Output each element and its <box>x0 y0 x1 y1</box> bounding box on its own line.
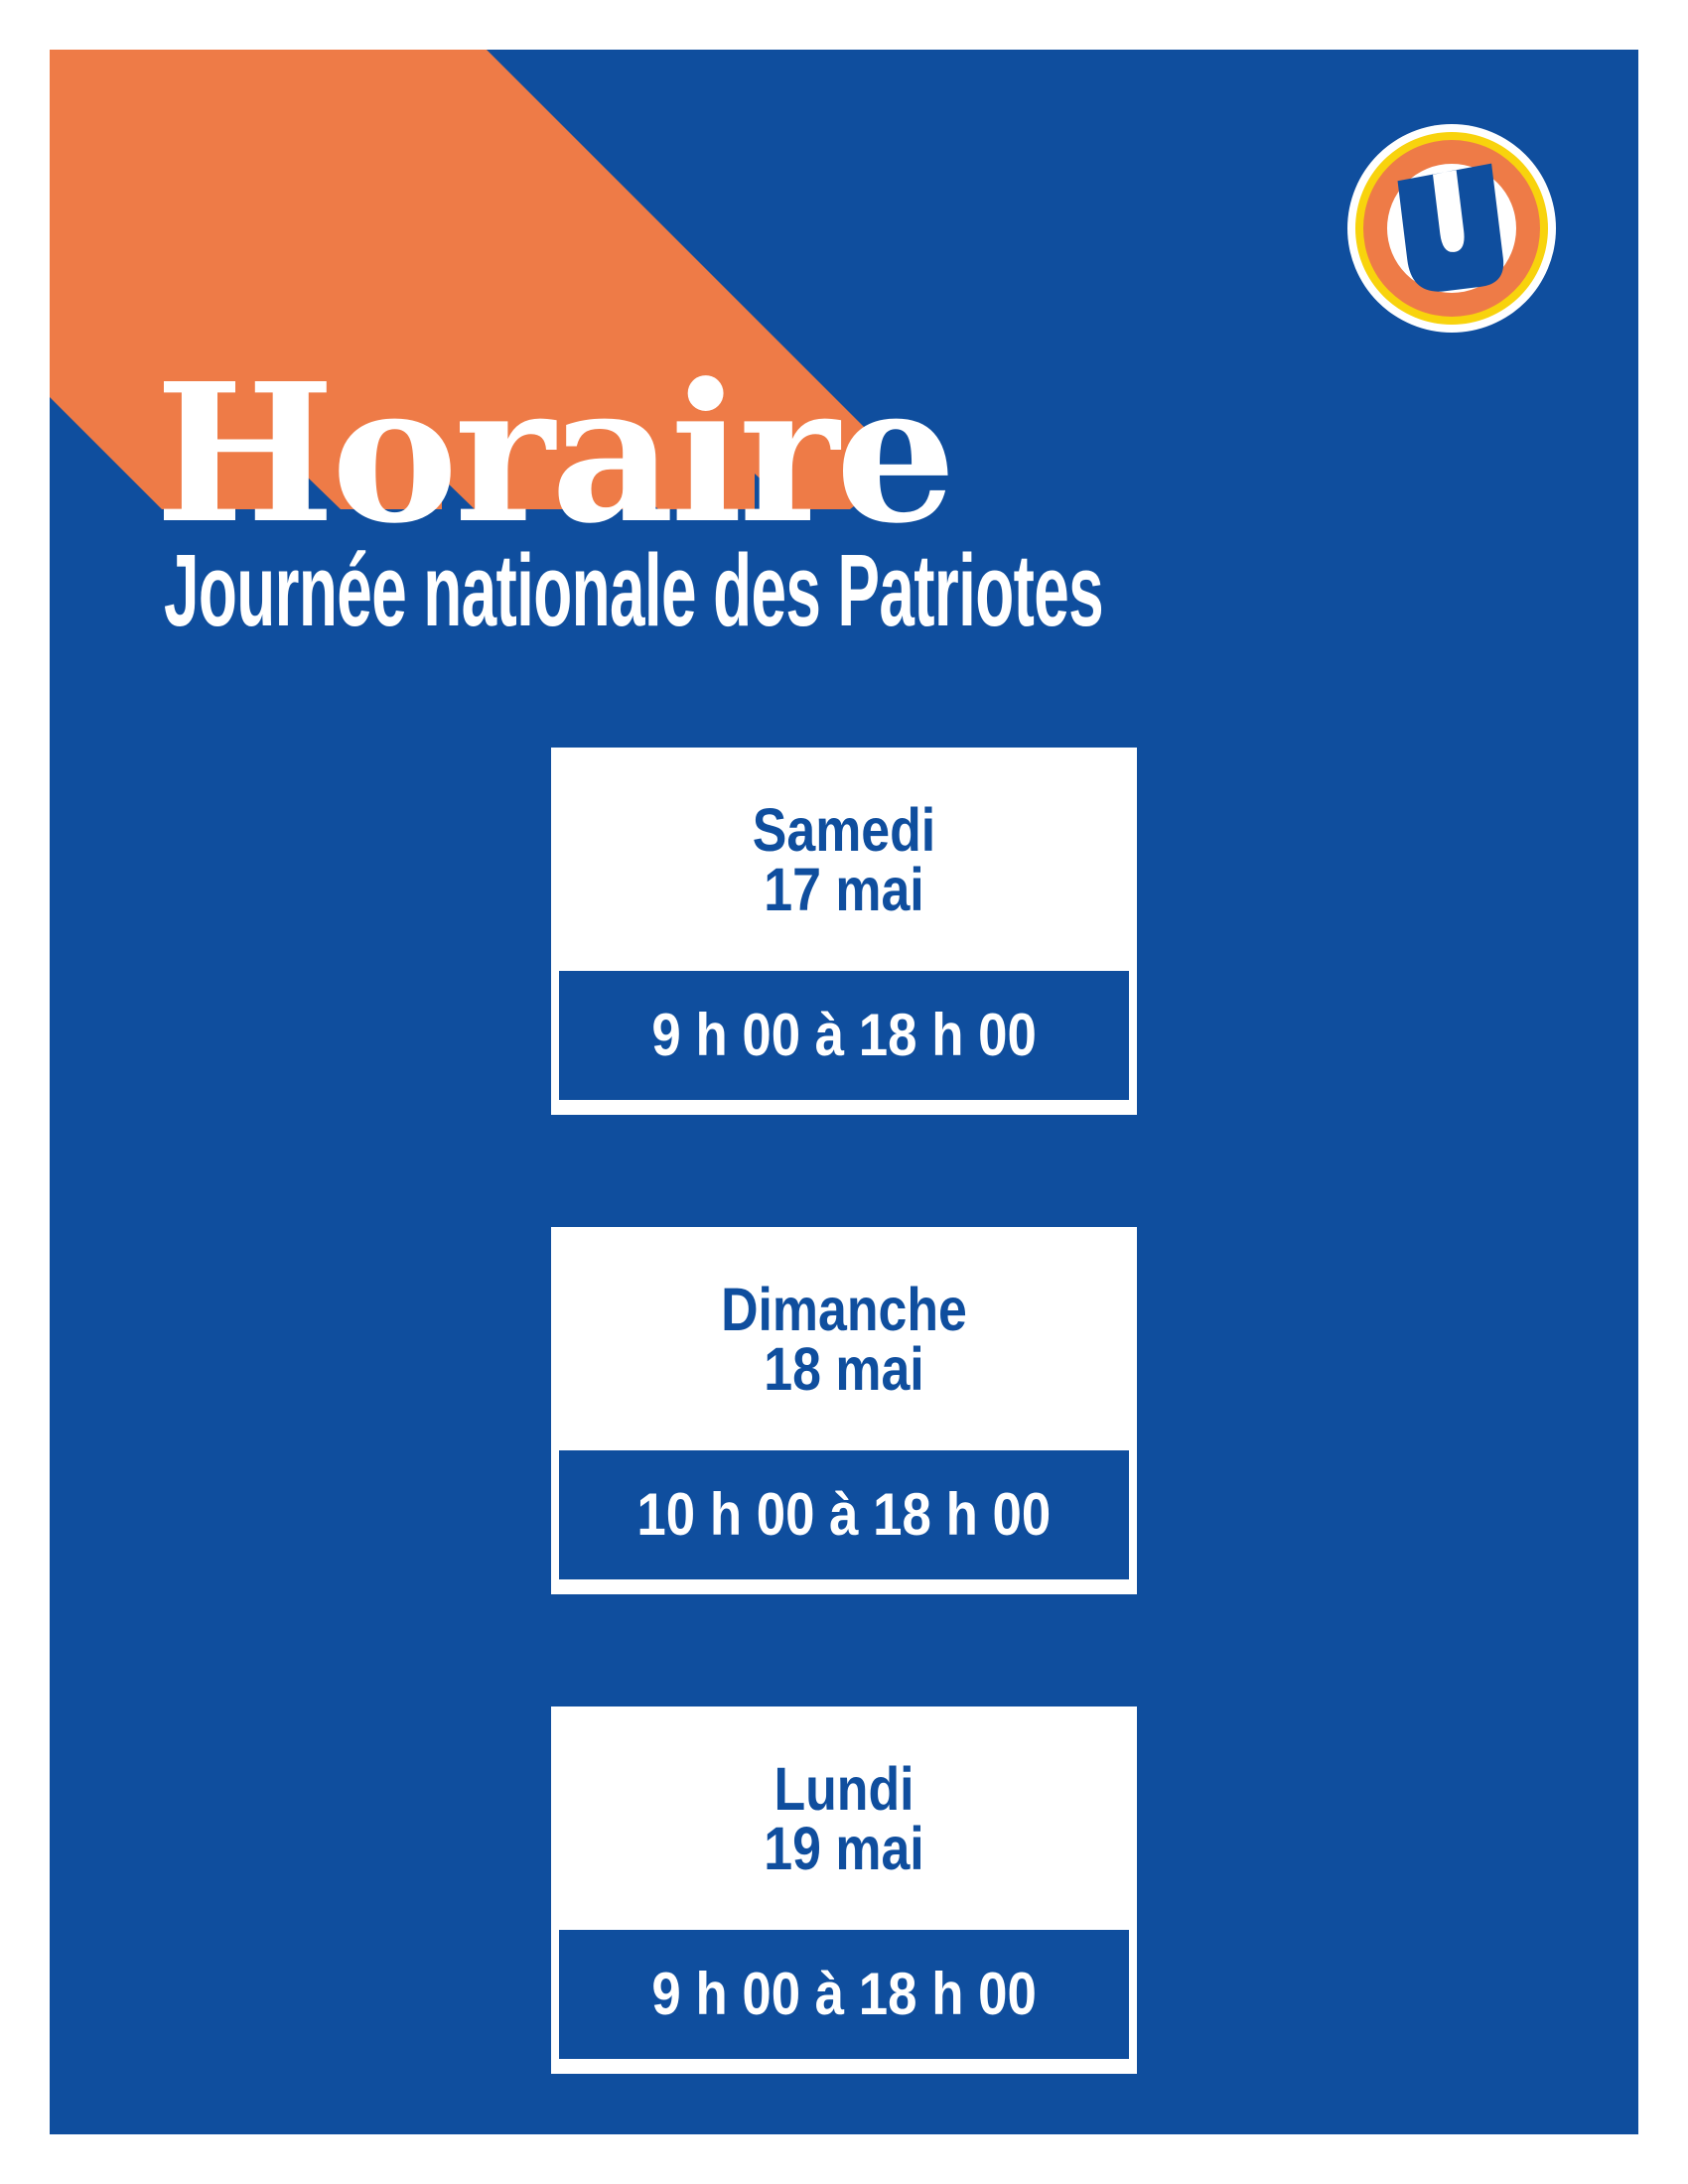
card-date-label: 17 mai <box>764 855 924 923</box>
card-day-block: Dimanche 18 mai <box>595 1227 1093 1450</box>
card-hours-label: 10 h 00 à 18 h 00 <box>636 1481 1052 1548</box>
card-day-label: Lundi <box>774 1754 914 1823</box>
card-date-label: 19 mai <box>764 1814 924 1882</box>
card-day-block: Samedi 17 mai <box>595 748 1093 971</box>
card-hours-bar: 9 h 00 à 18 h 00 <box>559 1930 1129 2059</box>
card-date-label: 18 mai <box>764 1334 924 1403</box>
card-hours-label: 9 h 00 à 18 h 00 <box>651 1961 1037 2027</box>
card-day-label: Dimanche <box>721 1275 967 1343</box>
card-hours-label: 9 h 00 à 18 h 00 <box>651 1002 1037 1068</box>
uniprix-u-logo-icon <box>1347 124 1556 333</box>
schedule-card-saturday: Samedi 17 mai 9 h 00 à 18 h 00 <box>551 748 1137 1115</box>
card-hours-bar: 9 h 00 à 18 h 00 <box>559 971 1129 1100</box>
card-hours-bar: 10 h 00 à 18 h 00 <box>559 1450 1129 1579</box>
card-day-block: Lundi 19 mai <box>595 1706 1093 1930</box>
page-subtitle: Journée nationale des Patriotes <box>164 533 1104 647</box>
schedule-card-sunday: Dimanche 18 mai 10 h 00 à 18 h 00 <box>551 1227 1137 1594</box>
schedule-card-monday: Lundi 19 mai 9 h 00 à 18 h 00 <box>551 1706 1137 2074</box>
page-title: Horaire <box>155 342 956 566</box>
logo-letter-u-icon <box>1397 163 1504 292</box>
uniprix-logo <box>1347 124 1556 333</box>
card-day-label: Samedi <box>752 795 936 864</box>
